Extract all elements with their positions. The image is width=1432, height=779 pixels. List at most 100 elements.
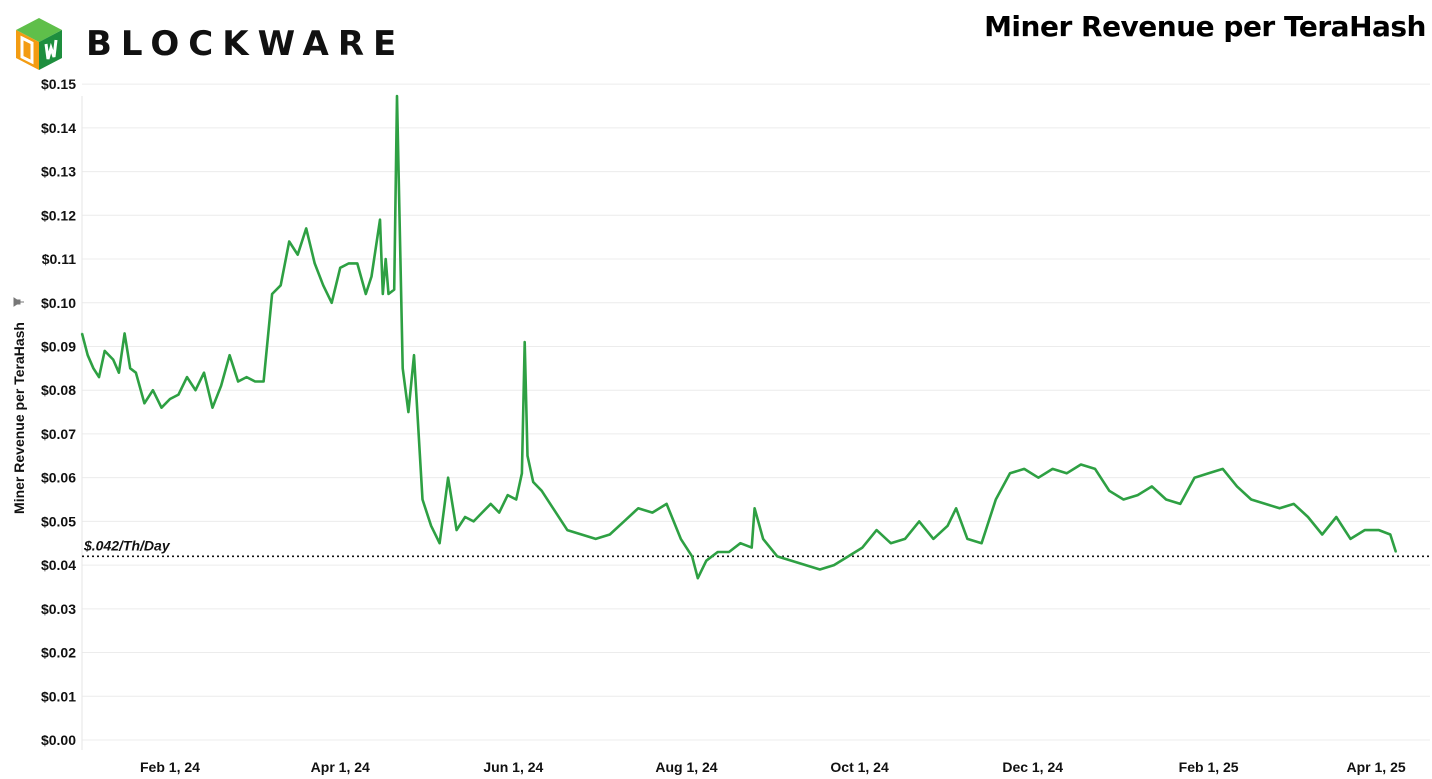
data-point	[1179, 503, 1182, 505]
y-tick-label: $0.03	[41, 601, 76, 617]
data-point	[1395, 551, 1397, 553]
data-point	[1165, 498, 1167, 501]
data-point	[753, 507, 756, 510]
x-tick-label: Jun 1, 24	[483, 759, 543, 775]
data-point	[932, 538, 935, 540]
data-point	[384, 258, 387, 260]
data-point	[498, 511, 501, 514]
data-point	[697, 577, 699, 579]
data-point	[1108, 490, 1111, 492]
data-point	[1389, 533, 1392, 536]
data-point	[220, 385, 222, 387]
data-point	[177, 393, 180, 396]
data-point	[728, 551, 730, 553]
data-point	[1236, 485, 1238, 488]
data-point	[203, 371, 205, 374]
y-tick-label: $0.15	[41, 76, 76, 92]
data-point	[594, 538, 597, 540]
data-point	[330, 302, 333, 304]
data-point	[1094, 468, 1096, 470]
data-point	[365, 293, 367, 295]
data-point	[506, 494, 509, 496]
data-point	[680, 538, 682, 540]
data-point	[691, 555, 693, 558]
data-point	[86, 354, 89, 357]
data-point	[296, 253, 299, 256]
data-point	[356, 262, 359, 265]
series-points	[81, 95, 1397, 579]
data-point	[92, 367, 95, 370]
data-point	[421, 498, 424, 501]
x-tick-label: Feb 1, 24	[140, 759, 200, 775]
data-point	[464, 516, 466, 518]
data-point	[739, 542, 742, 544]
data-point	[790, 559, 793, 562]
data-point	[160, 406, 163, 409]
data-point	[1080, 463, 1082, 466]
y-axis-ticks: $0.00 $0.01 $0.02 $0.03 $0.04 $0.05 $0.06 $0.07…	[41, 76, 76, 748]
data-point	[262, 380, 265, 383]
data-point	[186, 376, 188, 378]
reference-line-label: $.042/Th/Day	[83, 537, 171, 553]
y-tick-label: $0.04	[41, 557, 76, 573]
data-point	[833, 564, 835, 566]
data-point	[387, 293, 390, 295]
y-tick-label: $0.01	[41, 688, 76, 704]
brand-name: BLOCKWARE	[86, 24, 406, 64]
data-point	[305, 227, 308, 230]
data-point	[623, 520, 625, 523]
y-tick-label: $0.11	[42, 251, 76, 267]
y-tick-label: $0.07	[41, 426, 76, 442]
x-tick-label: Feb 1, 25	[1179, 759, 1239, 775]
data-point	[489, 503, 492, 505]
data-point	[750, 546, 753, 549]
data-point	[438, 542, 441, 544]
data-point	[135, 371, 137, 374]
data-point	[393, 288, 396, 291]
data-point	[237, 380, 239, 383]
data-point	[339, 267, 342, 269]
data-point	[875, 529, 878, 531]
data-point	[540, 490, 543, 492]
data-point	[396, 95, 398, 97]
data-point	[254, 380, 256, 383]
data-point	[245, 376, 248, 378]
data-point	[665, 503, 668, 505]
data-point	[123, 332, 126, 335]
data-point	[118, 371, 120, 374]
data-point	[819, 568, 821, 571]
data-point	[1193, 476, 1196, 479]
data-point	[1250, 498, 1252, 501]
y-tick-label: $0.13	[41, 164, 76, 180]
data-point	[1264, 503, 1267, 505]
data-point	[904, 538, 906, 540]
data-point	[966, 538, 969, 540]
data-point	[946, 525, 949, 527]
data-point	[1335, 516, 1338, 518]
x-tick-label: Oct 1, 24	[830, 759, 889, 775]
data-point	[1023, 468, 1025, 470]
y-axis-label: Miner Revenue per TeraHash	[11, 322, 27, 514]
data-point	[804, 564, 807, 566]
y-tick-label: $0.12	[41, 207, 76, 223]
data-point	[1051, 468, 1054, 470]
chart-title: Miner Revenue per TeraHash	[984, 10, 1426, 43]
data-point	[980, 542, 983, 544]
data-point	[1378, 529, 1380, 531]
data-point	[98, 376, 100, 378]
data-point	[1321, 533, 1323, 536]
data-point	[211, 406, 214, 409]
data-point	[288, 240, 291, 243]
x-axis-ticks: Feb 1, 24 Apr 1, 24 Jun 1, 24 Aug 1, 24 Oct …	[140, 759, 1406, 775]
data-point	[762, 538, 764, 540]
data-point	[481, 511, 483, 514]
y-tick-label: $0.06	[41, 470, 76, 486]
data-point	[1065, 472, 1068, 475]
data-point	[112, 358, 114, 361]
data-point	[609, 533, 611, 536]
data-point	[152, 389, 154, 392]
pin-icon	[13, 297, 24, 307]
data-point	[1278, 507, 1281, 510]
data-point	[382, 293, 384, 295]
data-point	[379, 218, 381, 221]
